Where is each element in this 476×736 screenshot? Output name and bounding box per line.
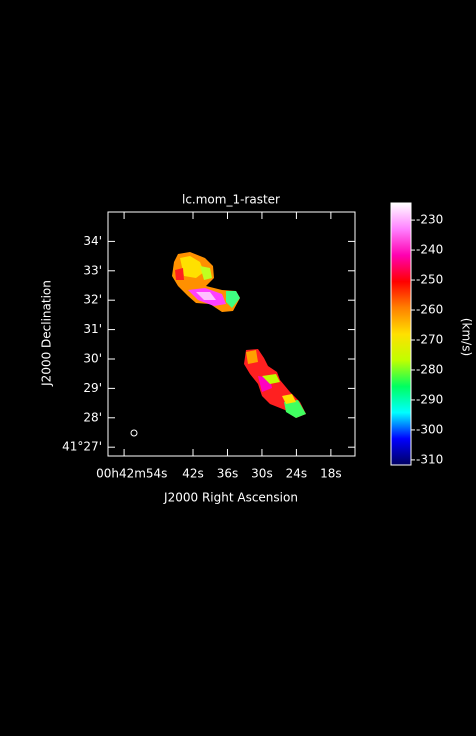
x-tick-label: 30s [251, 467, 273, 481]
colorbar-tick-label: -230 [416, 213, 443, 227]
plot-frame [107, 211, 356, 457]
y-tick-label: 30' [83, 351, 102, 365]
colorbar-tick-label: -280 [416, 362, 443, 376]
chart-title: lc.mom_1-raster [182, 193, 280, 207]
colorbar-tick-label: -250 [416, 273, 443, 287]
y-tick-label: 29' [83, 381, 102, 395]
colorbar-tick-label: -310 [416, 452, 443, 466]
y-tick-label: 31' [83, 322, 102, 336]
colorbar-tick-label: -270 [416, 332, 443, 346]
y-tick-label: 28' [83, 410, 102, 424]
x-axis-label: J2000 Right Ascension [163, 491, 298, 505]
colorbar-tick-label: -290 [416, 392, 443, 406]
y-tick-label: 34' [83, 234, 102, 248]
y-tick-label: 33' [83, 263, 102, 277]
x-tick-label: 24s [286, 467, 308, 481]
x-tick-label: 18s [320, 467, 342, 481]
x-tick-label: 00h42m54s [96, 467, 167, 481]
x-tick-label: 42s [182, 467, 204, 481]
x-tick-label: 36s [217, 467, 239, 481]
colorbar-tick-label: -240 [416, 243, 443, 257]
y-axis-label: J2000 Declination [40, 280, 54, 387]
y-tick-label: 41°27' [62, 440, 102, 454]
emission-map [130, 252, 306, 437]
colorbar-label: (km/s) [460, 318, 474, 356]
colorbar-tick-label: -260 [416, 303, 443, 317]
y-tick-label: 32' [83, 293, 102, 307]
colorbar [390, 202, 412, 466]
colorbar-tick-label: -300 [416, 422, 443, 436]
